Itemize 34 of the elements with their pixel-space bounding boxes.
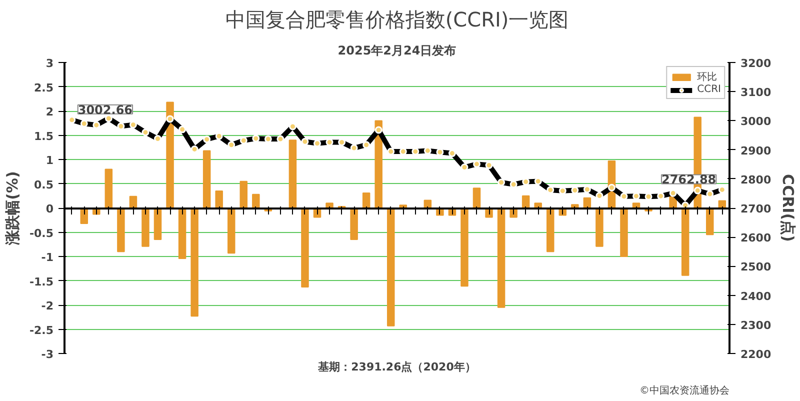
y-tick-label: -0.5 [29,226,54,240]
y-tick-label: 1 [46,154,54,167]
y2-tick-label: 3000 [740,115,772,128]
y2-tick-label: 2800 [740,173,772,186]
y-tick-label: 1.5 [34,130,54,143]
y2-tick-label: 3200 [740,57,772,70]
legend-label: CCRI [697,84,721,95]
y-tick-label: 3 [46,57,54,70]
text: ©中国农资流通协会 [640,384,730,396]
y-axis-title: 涨跌幅(%) [3,171,22,246]
y-tick-label: -2 [41,300,54,312]
y-tick-label: 2.5 [34,81,54,94]
y-tick-label: -3 [41,348,54,361]
legend-label: 环比 [697,70,718,84]
y-tick-label: 0 [46,202,54,216]
data-label: 2762.88 [661,172,716,187]
y2-tick-label: 2700 [740,202,772,216]
y-tick-label: -2.5 [29,324,54,337]
y2-tick-label: 3100 [740,86,772,100]
chart-subtitle: 2025年2月24日发布 [338,44,456,58]
y2-tick-label: 2200 [740,348,772,361]
y-tick-label: -1.5 [29,275,54,288]
y2-tick-label: 2600 [740,232,772,245]
chart-title: 中国复合肥零售价格指数(CCRI)一览图 [225,8,569,32]
text: 基期：2391.26点（2020年） [317,360,476,374]
y2-tick-label: 2400 [740,290,772,303]
y2-tick-label: 2300 [740,318,772,332]
y-tick-label: 0.5 [34,178,54,192]
y2-axis-title: CCRI(点) [779,174,798,242]
data-label: 3002.66 [78,102,133,117]
y-tick-label: -1 [41,251,54,264]
y-tick-label: 2 [46,106,54,118]
y2-tick-label: 2500 [740,260,772,274]
y2-tick-label: 2900 [740,144,772,158]
